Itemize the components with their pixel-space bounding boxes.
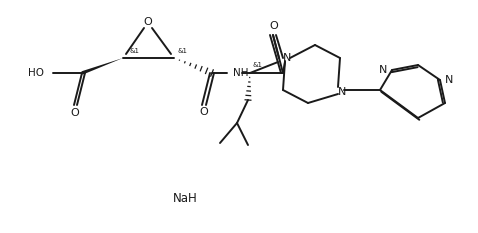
- Text: NaH: NaH: [173, 192, 197, 205]
- Text: O: O: [71, 108, 79, 118]
- Polygon shape: [81, 58, 123, 75]
- Text: &1: &1: [178, 48, 188, 54]
- Text: &1: &1: [253, 62, 263, 68]
- Text: N: N: [445, 75, 453, 85]
- Text: O: O: [143, 17, 152, 27]
- Text: O: O: [270, 21, 278, 31]
- Text: N: N: [283, 53, 291, 63]
- Text: N: N: [338, 87, 346, 97]
- Text: O: O: [200, 107, 208, 117]
- Text: N: N: [379, 65, 387, 75]
- Text: &1: &1: [130, 48, 140, 54]
- Text: HO: HO: [28, 68, 44, 78]
- Text: NH: NH: [233, 68, 249, 78]
